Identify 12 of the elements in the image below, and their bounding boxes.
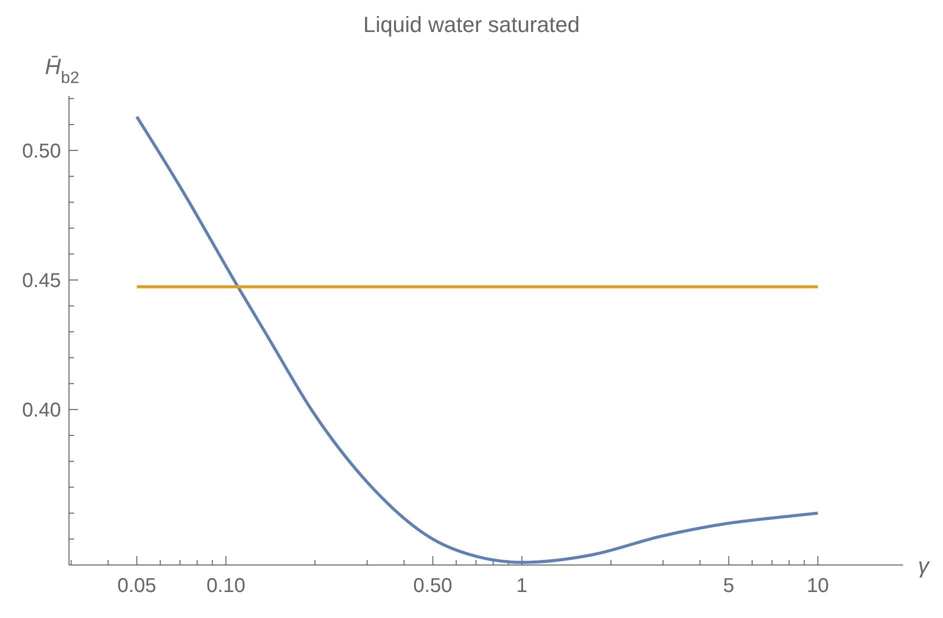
y-tick-label: 0.40 bbox=[22, 400, 61, 422]
chart-title: Liquid water saturated bbox=[363, 12, 580, 37]
x-tick-label: 1 bbox=[516, 575, 528, 597]
x-tick-label: 0.10 bbox=[206, 575, 246, 597]
x-tick-label: 0.50 bbox=[413, 575, 452, 597]
x-tick-label: 0.05 bbox=[117, 575, 156, 597]
y-axis-title: H̄$_{b2}$ bbox=[45, 54, 80, 87]
x-tick-label: 10 bbox=[806, 575, 829, 597]
x-axis-title: γ bbox=[918, 553, 931, 578]
y-tick-label: 0.50 bbox=[22, 140, 61, 162]
y-tick-label: 0.45 bbox=[22, 270, 61, 292]
x-tick-label: 5 bbox=[723, 575, 734, 597]
